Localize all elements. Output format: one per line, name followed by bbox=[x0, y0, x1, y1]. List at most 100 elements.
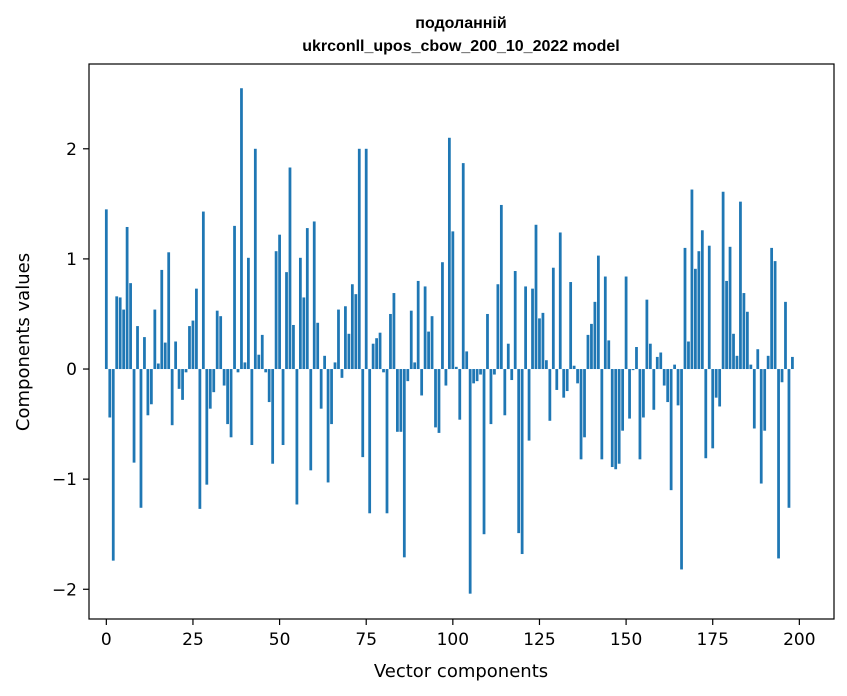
bar bbox=[337, 309, 340, 370]
bar bbox=[590, 323, 593, 370]
bar bbox=[330, 369, 333, 425]
bar bbox=[281, 369, 285, 446]
bar bbox=[531, 288, 534, 370]
bar bbox=[430, 316, 434, 370]
bar bbox=[264, 369, 268, 373]
bar bbox=[510, 369, 514, 381]
bar bbox=[399, 369, 403, 432]
bar bbox=[690, 189, 694, 370]
bar bbox=[714, 369, 718, 398]
y-tick-label: 0 bbox=[66, 360, 77, 380]
bar bbox=[475, 369, 479, 382]
bar bbox=[638, 369, 642, 460]
bar bbox=[347, 333, 351, 370]
bar bbox=[721, 191, 725, 370]
bar bbox=[506, 343, 510, 370]
bar bbox=[427, 331, 430, 370]
bar bbox=[156, 363, 160, 370]
bar bbox=[132, 369, 136, 463]
bar bbox=[420, 369, 424, 396]
bar bbox=[777, 369, 780, 559]
bar bbox=[631, 369, 635, 371]
bar bbox=[662, 369, 666, 386]
bar bbox=[250, 369, 254, 446]
bar bbox=[791, 356, 794, 370]
bar bbox=[368, 369, 372, 514]
bar bbox=[233, 225, 236, 370]
bar bbox=[274, 251, 278, 370]
bar bbox=[520, 369, 524, 555]
bars-group bbox=[104, 88, 794, 594]
bar bbox=[676, 369, 680, 406]
bar bbox=[385, 369, 389, 514]
bar bbox=[517, 369, 521, 534]
bar bbox=[621, 369, 625, 431]
bar bbox=[489, 369, 493, 425]
bar bbox=[707, 245, 711, 370]
bar bbox=[271, 369, 275, 464]
bar bbox=[600, 369, 604, 460]
bar bbox=[174, 341, 178, 370]
bar bbox=[319, 369, 323, 409]
bar bbox=[416, 280, 420, 370]
bar bbox=[364, 148, 368, 370]
bar bbox=[583, 369, 586, 438]
bar bbox=[545, 360, 548, 370]
bar bbox=[402, 369, 406, 558]
bar bbox=[392, 293, 396, 370]
bar bbox=[534, 224, 538, 370]
bar bbox=[413, 362, 417, 370]
bar bbox=[700, 230, 704, 370]
bar bbox=[524, 286, 527, 370]
bar bbox=[378, 332, 382, 370]
bar bbox=[673, 364, 676, 370]
bar bbox=[565, 369, 569, 392]
bar bbox=[212, 369, 216, 393]
bar bbox=[302, 297, 306, 370]
bar bbox=[326, 369, 330, 483]
bar bbox=[350, 284, 354, 370]
bar bbox=[784, 301, 787, 370]
bar bbox=[198, 369, 202, 509]
bar bbox=[406, 369, 410, 382]
bar bbox=[461, 163, 465, 370]
bar bbox=[267, 369, 271, 403]
bar bbox=[472, 369, 476, 384]
bar bbox=[458, 369, 462, 420]
bar bbox=[451, 231, 455, 370]
bar bbox=[579, 369, 583, 460]
bar bbox=[226, 369, 229, 425]
bar bbox=[316, 322, 320, 370]
bar bbox=[247, 257, 250, 370]
bar bbox=[607, 340, 611, 370]
y-tick-label: 1 bbox=[66, 250, 77, 270]
bar bbox=[208, 369, 212, 409]
bar bbox=[118, 297, 122, 370]
bar bbox=[752, 369, 756, 429]
bar bbox=[243, 362, 247, 370]
y-tick-label: −1 bbox=[52, 470, 77, 490]
bar bbox=[167, 252, 171, 370]
bar bbox=[323, 355, 327, 370]
bar bbox=[648, 343, 652, 370]
bar bbox=[191, 320, 195, 370]
bar bbox=[763, 369, 767, 431]
bar bbox=[184, 369, 188, 373]
bar bbox=[742, 293, 746, 370]
bar bbox=[486, 313, 489, 370]
bar bbox=[149, 369, 153, 405]
x-tick-label: 150 bbox=[610, 630, 642, 650]
bar bbox=[617, 369, 621, 464]
bar bbox=[260, 334, 264, 370]
bar bbox=[680, 369, 683, 570]
bar bbox=[354, 294, 358, 370]
bar bbox=[382, 369, 385, 373]
x-tick-label: 0 bbox=[101, 630, 112, 650]
bar bbox=[728, 246, 732, 370]
bar bbox=[312, 221, 316, 370]
bar bbox=[437, 369, 441, 433]
x-tick-label: 100 bbox=[437, 630, 469, 650]
bar bbox=[465, 351, 469, 370]
bar bbox=[642, 369, 645, 418]
bar bbox=[548, 369, 552, 421]
